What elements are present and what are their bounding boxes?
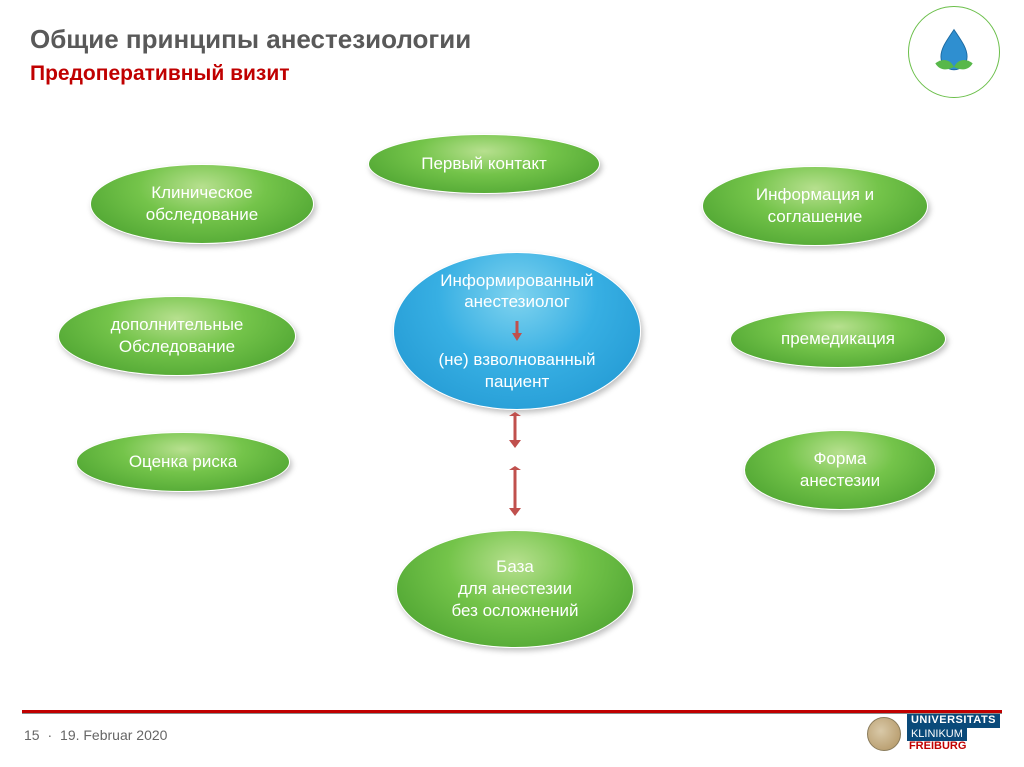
node-right-1: премедикация — [730, 310, 946, 368]
center-label-top: Информированный анестезиолог — [408, 270, 626, 314]
university-logo: UNIVERSITATS KLINIKUM FREIBURG — [867, 714, 1000, 753]
node-left-0: Клиническое обследование — [90, 164, 314, 244]
node-right-0: Информация и соглашение — [702, 166, 928, 246]
arrow-down-icon — [506, 412, 524, 448]
node-label: премедикация — [781, 328, 895, 350]
leaf-drop-icon — [926, 24, 982, 80]
node-left-1: дополнительные Обследование — [58, 296, 296, 376]
node-label: дополнительные Обследование — [111, 314, 244, 358]
node-bottom: База для анестезии без осложнений — [396, 530, 634, 648]
uni-text: UNIVERSITATS KLINIKUM FREIBURG — [907, 714, 1000, 753]
org-logo — [908, 6, 1000, 98]
uni-line1: UNIVERSITATS — [907, 714, 1000, 728]
arrow-down-icon — [510, 319, 524, 343]
node-label: Оценка риска — [129, 451, 237, 473]
footer-rule — [22, 710, 1002, 713]
seal-icon — [867, 717, 901, 751]
center-label-bottom: (не) взволнованный пациент — [408, 349, 626, 393]
node-label: База для анестезии без осложнений — [451, 556, 578, 621]
uni-line2: KLINIKUM — [907, 728, 967, 742]
page-title: Общие принципы анестезиологии — [30, 24, 471, 55]
footer-text: 15 · 19. Februar 2020 — [24, 727, 167, 743]
footer-sep: · — [47, 727, 52, 743]
node-label: Клиническое обследование — [146, 182, 259, 226]
node-label: Первый контакт — [421, 153, 547, 175]
node-label: Форма анестезии — [800, 448, 880, 492]
node-label: Информация и соглашение — [756, 184, 874, 228]
arrow-down-icon — [506, 466, 524, 516]
uni-line3: FREIBURG — [907, 741, 966, 753]
page-subtitle: Предоперативный визит — [30, 62, 290, 86]
node-left-2: Оценка риска — [76, 432, 290, 492]
node-top: Первый контакт — [368, 134, 600, 194]
page-number: 15 — [24, 727, 40, 743]
node-center: Информированный анестезиолог (не) взволн… — [393, 252, 641, 410]
footer-date: 19. Februar 2020 — [60, 727, 167, 743]
node-right-2: Форма анестезии — [744, 430, 936, 510]
